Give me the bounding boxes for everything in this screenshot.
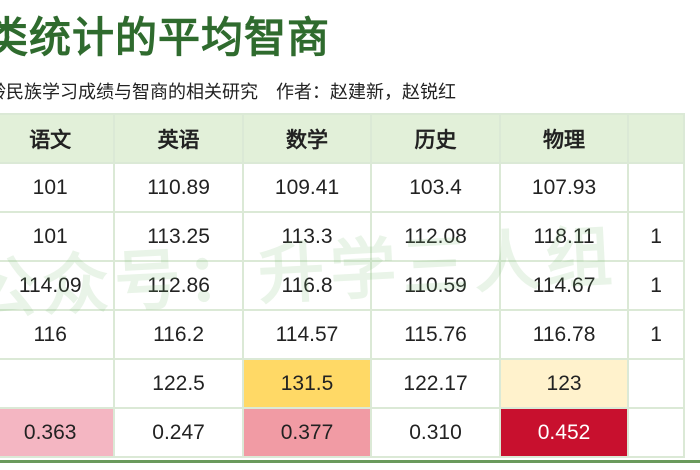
table-cell: 0.377: [241, 407, 373, 458]
score-table: 语文 英语 数学 历史 物理 101 110.89 109.41 103.4 107.9…: [0, 113, 685, 458]
table-cell: 112.86: [113, 260, 244, 311]
table-cell: 101: [0, 162, 116, 213]
table-header-row: 语文 英语 数学 历史 物理: [0, 113, 685, 164]
table-cell: 116.2: [113, 309, 244, 360]
table-cell: 0.310: [370, 407, 501, 458]
table-cell: 115.76: [370, 309, 501, 360]
page-title: 类统计的平均智商: [0, 13, 331, 62]
bottom-rule: [0, 460, 700, 463]
table-cell: 118.11: [498, 211, 630, 262]
table-cell: 123: [498, 358, 630, 409]
table-cell: [627, 358, 685, 409]
table-cell: 114.67: [498, 260, 630, 311]
table-row: 114.09 112.86 116.8 110.59 114.67 1: [0, 260, 685, 311]
table-cell: 1: [627, 211, 685, 262]
header-english: 英语: [113, 113, 244, 164]
table-cell: 122.5: [113, 358, 244, 409]
page-subtitle: 龄民族学习成绩与智商的相关研究 作者：赵建新，赵锐红: [0, 82, 456, 103]
header-physics: 物理: [498, 113, 630, 164]
table-cell: 131.5: [241, 358, 373, 409]
table-cell: 116: [0, 309, 116, 360]
table-cell: 0.363: [0, 407, 116, 458]
table-cell: 114.09: [0, 260, 116, 311]
table-cell: [0, 358, 116, 409]
table-row: 101 110.89 109.41 103.4 107.93: [0, 162, 685, 213]
table-cell: 0.247: [113, 407, 244, 458]
table-cell: 122.17: [370, 358, 501, 409]
table-cell: 114.57: [241, 309, 373, 360]
header-chinese: 语文: [0, 113, 116, 164]
table-cell: 1: [627, 260, 685, 311]
table-cell: 110.89: [113, 162, 244, 213]
table-cell: 0.452: [498, 407, 630, 458]
table-cell: 116.78: [498, 309, 630, 360]
header-history: 历史: [370, 113, 501, 164]
header-math: 数学: [241, 113, 373, 164]
table-cell: 109.41: [241, 162, 373, 213]
table-row: 122.5 131.5 122.17 123: [0, 358, 685, 409]
table-cell: [627, 407, 685, 458]
table-cell: [627, 162, 685, 213]
table-cell: 113.3: [241, 211, 373, 262]
table-cell: 112.08: [370, 211, 501, 262]
table-cell: 113.25: [113, 211, 244, 262]
table-cell: 103.4: [370, 162, 501, 213]
table-cell: 1: [627, 309, 685, 360]
table-cell: 107.93: [498, 162, 630, 213]
table-row: 101 113.25 113.3 112.08 118.11 1: [0, 211, 685, 262]
table-cell: 110.59: [370, 260, 501, 311]
table-cell: 101: [0, 211, 116, 262]
header-extra: [627, 113, 685, 164]
table-row: 0.363 0.247 0.377 0.310 0.452: [0, 407, 685, 458]
table-row: 116 116.2 114.57 115.76 116.78 1: [0, 309, 685, 360]
table-cell: 116.8: [241, 260, 373, 311]
